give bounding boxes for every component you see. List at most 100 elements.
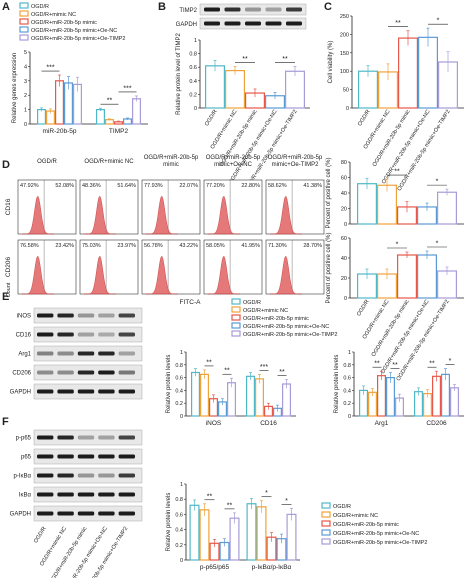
- y-tick-label: 80: [341, 160, 347, 166]
- significance-label: *: [437, 18, 440, 25]
- blot-band: [98, 389, 115, 394]
- y-axis-label: Percent of positive cell (%): [326, 232, 332, 303]
- blot-strip: [33, 429, 143, 446]
- blot-label: Arg1: [18, 352, 31, 358]
- bar: [132, 98, 142, 125]
- category-label: miR-20b-5p: [43, 128, 77, 135]
- legend-label: OGD/R+miR-20b-5p mimic+Oe-TIMP2: [243, 332, 337, 338]
- legend-label: OGD/R: [31, 4, 49, 10]
- blot-band: [245, 21, 261, 26]
- bar: [36, 108, 46, 125]
- y-axis-label: Relative protein levels: [166, 493, 172, 552]
- y-tick-label: 20: [341, 207, 347, 213]
- blot-band: [77, 370, 95, 375]
- y-tick-label: 2: [24, 93, 27, 99]
- legend-label: OGD/R+miR-20b-5p mimic+Oe-NC: [243, 324, 329, 330]
- group-label: OGD/R+miR-20b-5p mimic: [372, 109, 412, 168]
- bar: [225, 69, 246, 109]
- legend-swatch: [231, 314, 241, 321]
- gate-percent-left: 75.03%: [82, 243, 101, 249]
- significance-label: *: [449, 358, 452, 365]
- y-axis-label: Percent of positive cell (%): [326, 157, 332, 228]
- legend-swatch: [231, 330, 241, 337]
- category-label: Arg1: [375, 420, 389, 427]
- flow-column-title: OGD/R+miR-20b-5p: [144, 155, 199, 161]
- y-tick-label: 5: [24, 50, 27, 56]
- gate-percent-right: 43.22%: [179, 243, 198, 249]
- bar: [386, 377, 396, 417]
- significance-label: *: [396, 242, 399, 249]
- blot-band: [204, 21, 220, 26]
- blot-band: [245, 7, 261, 12]
- y-tick-label: 40: [341, 191, 347, 197]
- category-label: CD16: [260, 420, 277, 427]
- bar: [282, 383, 292, 417]
- gate-percent-left: 56.78%: [144, 243, 163, 249]
- gate-percent-right: 52.08%: [55, 183, 74, 189]
- bar: [437, 270, 458, 299]
- panel-letter: F: [2, 416, 9, 428]
- y-tick-label: 0: [194, 106, 197, 112]
- blot-label: IκBα: [19, 493, 32, 499]
- legend-swatch: [231, 298, 241, 305]
- y-tick-label: 0.2: [175, 401, 183, 407]
- category-label: TIMP2: [109, 128, 129, 135]
- significance-label: **: [394, 169, 400, 176]
- blot-label: p65: [21, 455, 32, 461]
- significance-label: **: [207, 493, 213, 500]
- blot-band: [57, 492, 74, 497]
- legend-swatch: [19, 2, 29, 9]
- y-tick-label: 0.8: [175, 497, 183, 503]
- blot-band: [57, 473, 74, 478]
- blot-band: [37, 492, 54, 497]
- y-tick-label: 0.6: [343, 376, 351, 382]
- histogram-peak: [208, 255, 240, 295]
- blot-band: [98, 473, 115, 478]
- legend-label: OGD/R: [333, 504, 351, 510]
- legend-label: OGD/R+mimic NC: [333, 513, 378, 519]
- flow-plot-frame: [79, 239, 139, 295]
- significance-label: **: [206, 359, 212, 366]
- blot-band: [98, 313, 115, 318]
- histogram-peak: [208, 195, 240, 235]
- blot-band: [118, 332, 135, 337]
- histogram-peak: [22, 195, 54, 235]
- gate-percent-left: 76.58%: [20, 243, 39, 249]
- legend-swatch: [19, 10, 29, 17]
- flow-y-axis-label: Count: [6, 282, 12, 297]
- gate-percent-right: 23.97%: [117, 243, 136, 249]
- blot-band: [37, 473, 54, 478]
- bar: [227, 382, 237, 417]
- y-tick-label: 0.4: [175, 388, 183, 394]
- histogram-peak: [270, 255, 302, 295]
- legend-label: OGD/R+mimic NC: [243, 308, 288, 314]
- blot-band: [224, 7, 241, 12]
- blot-band: [98, 370, 115, 375]
- legend-swatch: [321, 520, 331, 527]
- significance-label: **: [395, 20, 401, 27]
- blot-band: [37, 351, 54, 356]
- panel-letter: E: [2, 291, 9, 303]
- blot-band: [118, 454, 135, 459]
- y-tick-label: 0.2: [343, 401, 351, 407]
- bar: [418, 36, 439, 109]
- flow-x-axis-label: FITC-A: [180, 299, 202, 306]
- blot-band: [204, 7, 220, 12]
- flow-row-label: CD16: [5, 198, 12, 215]
- gate-percent-left: 47.92%: [20, 183, 39, 189]
- blot-band: [77, 492, 95, 497]
- bar: [205, 65, 226, 109]
- y-tick-label: 0.6: [189, 65, 197, 71]
- flow-column-title: mimic+Oe-NC: [214, 162, 253, 168]
- y-tick-label: 0.8: [175, 363, 183, 369]
- bar: [255, 378, 265, 417]
- significance-label: **: [107, 98, 113, 105]
- bar: [398, 37, 419, 109]
- y-axis-label: Relative genes expression: [12, 53, 18, 123]
- gate-percent-right: 22.80%: [241, 183, 260, 189]
- blot-label: iNOS: [17, 314, 31, 320]
- category-label: p-IκBα/p-IκBα: [252, 564, 292, 571]
- blot-label: TIMP2: [179, 8, 197, 14]
- flow-plot-frame: [203, 239, 263, 295]
- bar: [189, 504, 200, 561]
